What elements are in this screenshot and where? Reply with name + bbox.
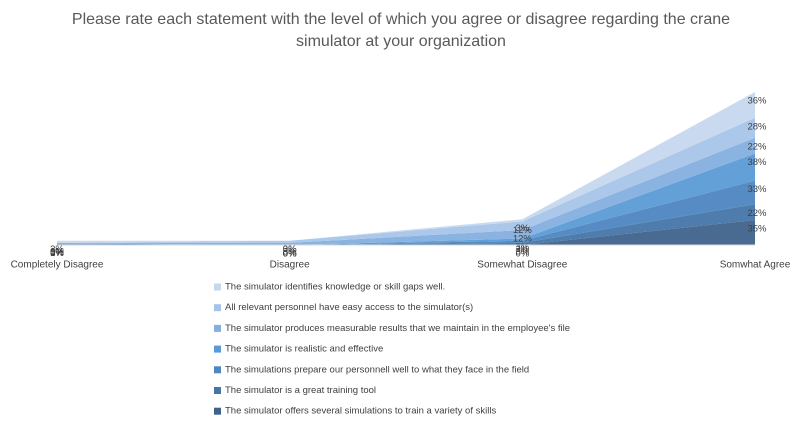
data-label: 33% xyxy=(747,184,767,195)
data-label: 0% xyxy=(515,249,529,260)
data-label: 22% xyxy=(747,208,767,219)
data-label: 22% xyxy=(747,141,767,152)
legend-label: All relevant personnel have easy access … xyxy=(225,302,473,313)
data-label: 28% xyxy=(747,121,767,132)
data-label: 3% xyxy=(515,242,529,253)
data-label: 12% xyxy=(513,234,533,245)
data-label: 0% xyxy=(283,244,297,255)
legend-swatch xyxy=(214,304,221,312)
data-label: 0% xyxy=(50,248,64,259)
data-label: 0% xyxy=(283,249,297,260)
data-label: 12% xyxy=(513,225,533,236)
data-label: 0% xyxy=(50,247,64,258)
legend-label: The simulator is a great training tool xyxy=(225,385,376,396)
x-tick-label: Completely Disagree xyxy=(11,260,104,271)
legend-label: The simulator produces measurable result… xyxy=(225,323,570,334)
legend-swatch xyxy=(214,345,221,353)
legend-label: The simulator is realistic and effective xyxy=(225,344,383,355)
legend-swatch xyxy=(214,407,221,415)
legend-swatch xyxy=(214,387,221,394)
data-label: 0% xyxy=(283,249,297,260)
legend-swatch xyxy=(214,366,221,374)
chart-title: Please rate each statement with the leve… xyxy=(72,11,730,50)
x-tick-label: Somewhat Disagree xyxy=(477,260,567,271)
data-label: 0% xyxy=(50,246,64,257)
data-label: 36% xyxy=(747,96,767,107)
legend-label: The simulator identifies knowledge or sk… xyxy=(225,282,445,293)
data-label: 3% xyxy=(515,223,529,234)
x-tick-label: Disagree xyxy=(270,260,310,271)
legend-swatch xyxy=(214,324,221,332)
data-label: 1% xyxy=(50,248,64,259)
data-label: 3% xyxy=(515,246,529,257)
data-label: 3% xyxy=(283,246,297,257)
data-label: 35% xyxy=(747,223,767,234)
area xyxy=(57,219,755,245)
data-label: 3% xyxy=(50,244,64,255)
x-tick-label: Somwhat Agree xyxy=(720,260,791,271)
area xyxy=(57,117,755,243)
data-label: 1% xyxy=(50,247,64,258)
area xyxy=(57,180,755,245)
data-label: 0% xyxy=(283,249,297,260)
legend-label: The simulations prepare our personnell w… xyxy=(225,364,529,375)
data-label: 3% xyxy=(515,244,529,255)
legend-label: The simulator offers several simulations… xyxy=(225,406,496,417)
data-label: 38% xyxy=(747,157,767,168)
data-label: 3% xyxy=(283,244,297,255)
data-label: 0% xyxy=(283,249,297,260)
area xyxy=(57,153,755,245)
legend-swatch xyxy=(214,283,221,291)
data-label: 1% xyxy=(50,246,64,257)
area xyxy=(57,204,755,245)
